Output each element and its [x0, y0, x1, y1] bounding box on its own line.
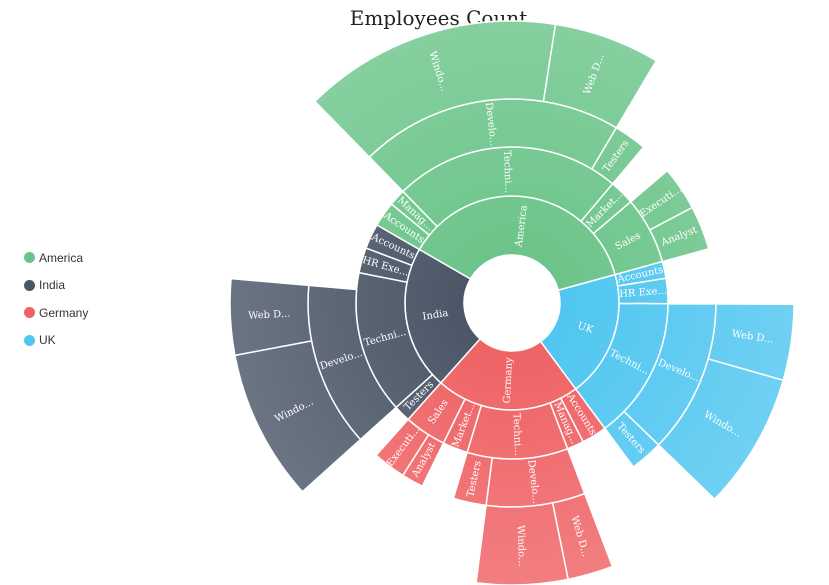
segment-germany-technical-testers[interactable]: [452, 451, 494, 507]
segment-india-accounts[interactable]: [365, 223, 421, 267]
legend-swatch-germany: [24, 307, 35, 319]
legend-label-germany: Germany: [39, 305, 89, 320]
segment-germany-technical[interactable]: [466, 402, 569, 460]
legend-item-india[interactable]: India: [24, 272, 88, 300]
segment-america-technical-developers-web-developers[interactable]: [542, 23, 658, 129]
legend-swatch-uk: [24, 334, 35, 346]
legend-item-uk[interactable]: UK: [24, 327, 88, 355]
legend-label-uk: UK: [39, 333, 56, 348]
segment-india-technical-developers-web-developers[interactable]: [229, 277, 313, 357]
segment-uk-technical-developers-windows-manager[interactable]: [657, 358, 785, 501]
segment-germany-technical-developers-windows-manager[interactable]: [475, 502, 570, 585]
legend-item-germany[interactable]: Germany: [24, 299, 88, 327]
legend-item-america[interactable]: America: [24, 244, 88, 272]
legend-label-america: America: [39, 250, 84, 265]
legend: America India Germany UK: [24, 244, 88, 354]
legend-label-india: India: [39, 278, 66, 293]
legend-swatch-america: [24, 252, 35, 264]
legend-swatch-india: [24, 279, 35, 291]
